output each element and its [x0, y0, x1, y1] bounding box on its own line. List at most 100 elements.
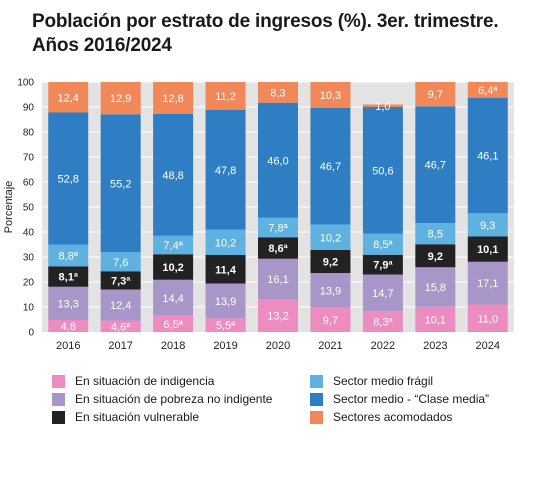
x-tick-label: 2024	[476, 340, 500, 352]
data-label: 16,1	[267, 274, 288, 286]
data-label: 7,8ª	[268, 223, 288, 235]
data-label: 9,2	[323, 257, 338, 269]
y-tick-label: 10	[23, 303, 35, 314]
bar-segment	[205, 110, 246, 230]
bar-segment	[415, 306, 456, 332]
data-label: 9,7	[428, 89, 443, 101]
data-label: 52,8	[58, 174, 79, 186]
x-tick-label: 2021	[318, 340, 342, 352]
x-tick-label: 2017	[108, 340, 132, 352]
y-tick-label: 100	[17, 78, 34, 89]
data-label: 8,1ª	[59, 272, 79, 284]
bar-segment	[415, 82, 456, 107]
x-tick-label: 2023	[423, 340, 447, 352]
y-tick-label: 50	[23, 203, 35, 214]
bar-segment	[205, 82, 246, 110]
y-tick-label: 0	[28, 328, 34, 339]
data-label: 8,5ª	[373, 239, 393, 251]
bar-segment	[48, 286, 89, 320]
bar-segment	[100, 289, 141, 321]
data-label: 10,2	[162, 262, 183, 274]
data-label: 7,3ª	[111, 275, 131, 287]
data-label: 46,0	[267, 155, 288, 167]
data-label: 12,4	[58, 92, 79, 104]
bar-segment	[415, 244, 456, 268]
bar-segment	[310, 250, 351, 273]
data-label: 5,5ª	[216, 320, 236, 332]
data-label: 6,4ª	[478, 85, 498, 97]
bar-segment	[48, 244, 89, 267]
bar-segment	[258, 102, 298, 218]
y-tick-label: 60	[23, 178, 35, 189]
bar-segment	[362, 107, 403, 234]
x-tick-label: 2016	[56, 340, 80, 352]
y-tick-label: 20	[23, 278, 35, 289]
bar-segment	[258, 82, 298, 103]
bar-segment	[153, 82, 194, 114]
data-label: 10,2	[320, 232, 341, 244]
data-label: 11,2	[215, 91, 236, 103]
y-tick-label: 40	[23, 228, 35, 239]
bar-segment	[258, 217, 298, 238]
bar-segment	[415, 106, 456, 223]
bar-segment	[467, 236, 508, 262]
data-label: 46,7	[320, 161, 341, 173]
data-label: 6,5ª	[163, 319, 183, 331]
data-label: 8,8ª	[59, 251, 79, 263]
data-label: 13,9	[215, 296, 236, 308]
data-label: 17,1	[477, 278, 498, 290]
data-label: 11,0	[477, 313, 498, 325]
bar-segment	[415, 267, 456, 307]
bar-segment	[48, 82, 89, 113]
chart-title: Población por estrato de ingresos (%). 3…	[32, 10, 499, 58]
x-tick-label: 2019	[213, 340, 237, 352]
bar-segment	[205, 229, 246, 255]
x-tick-label: 2020	[266, 340, 290, 352]
bar-segment	[153, 254, 194, 280]
data-label: 48,8	[162, 170, 183, 182]
bar-segment	[467, 261, 508, 305]
bar-segment	[310, 273, 351, 308]
x-tick-label: 2022	[371, 340, 395, 352]
data-label: 14,7	[372, 288, 393, 300]
data-label: 10,1	[477, 244, 498, 256]
bar-segment	[153, 235, 194, 255]
bar-segment	[362, 254, 403, 275]
data-label: 11,4	[215, 264, 237, 276]
x-tick-label: 2018	[161, 340, 185, 352]
bar-segment	[258, 258, 298, 299]
data-label: 8,3	[270, 87, 285, 99]
data-label: 13,2	[267, 311, 288, 323]
chart-title-line-2: Años 2016/2024	[32, 35, 172, 56]
bar-segment	[362, 104, 403, 107]
bar-segment	[310, 107, 351, 225]
chart-title-line-1: Población por estrato de ingresos (%). 3…	[32, 11, 499, 32]
bar-segment	[48, 266, 89, 287]
bar-segment	[100, 271, 141, 290]
data-label: 46,7	[425, 160, 446, 172]
bar-segment	[100, 82, 141, 115]
data-label: 47,8	[215, 165, 236, 177]
data-label: 1,0	[375, 101, 390, 113]
bar-segment	[153, 279, 194, 316]
data-label: 8,3ª	[373, 317, 393, 329]
data-label: 12,4	[110, 300, 131, 312]
data-label: 12,8	[162, 93, 183, 105]
bar-segment	[467, 213, 508, 237]
bar-segment	[153, 113, 194, 236]
data-label: 13,3	[58, 298, 79, 310]
bar-segment	[467, 98, 508, 214]
bar-segment	[467, 82, 508, 98]
bar-segment	[100, 114, 141, 253]
bar-segment	[310, 307, 351, 332]
bar-segment	[100, 320, 141, 332]
y-tick-label: 30	[23, 253, 35, 264]
bar-segment	[310, 82, 351, 108]
bar-segment	[153, 315, 194, 332]
data-label: 7,4ª	[163, 240, 183, 252]
data-label: 9,3	[480, 220, 495, 232]
bar-segment	[362, 233, 403, 255]
data-label: 7,6	[113, 257, 128, 269]
y-axis-title: Porcentaje	[3, 181, 15, 234]
